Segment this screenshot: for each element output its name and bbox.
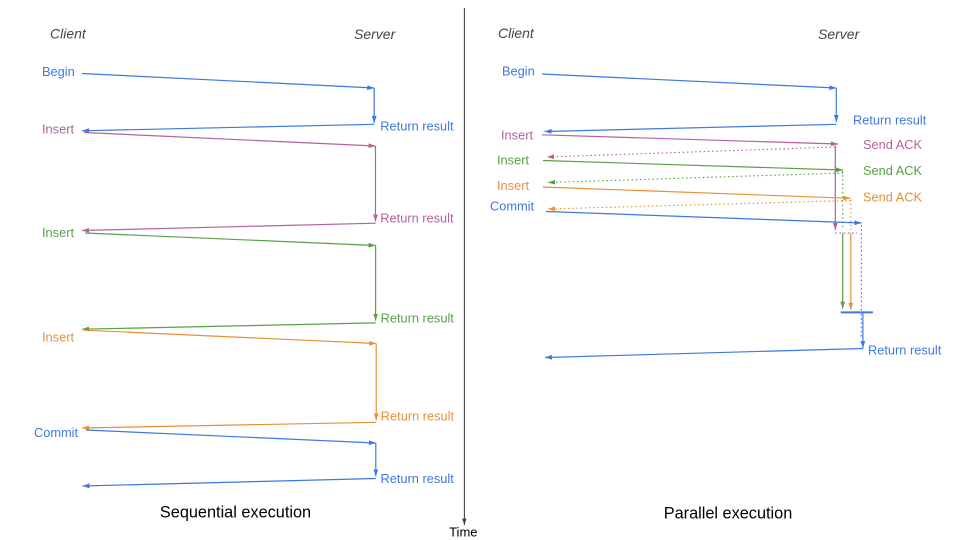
- svg-text:Insert: Insert: [42, 330, 74, 345]
- svg-text:Server: Server: [818, 26, 861, 42]
- svg-text:Time: Time: [449, 525, 477, 540]
- svg-text:Begin: Begin: [42, 64, 75, 79]
- svg-text:Commit: Commit: [34, 425, 79, 440]
- svg-text:Return result: Return result: [380, 119, 454, 134]
- svg-text:Return result: Return result: [380, 211, 454, 226]
- svg-text:Client: Client: [498, 25, 535, 41]
- svg-text:Commit: Commit: [490, 199, 535, 214]
- svg-text:Insert: Insert: [497, 153, 529, 168]
- svg-text:Send ACK: Send ACK: [863, 163, 923, 178]
- svg-text:Insert: Insert: [501, 128, 533, 143]
- svg-text:Server: Server: [354, 26, 397, 42]
- svg-text:Parallel execution: Parallel execution: [664, 505, 793, 523]
- svg-text:Insert: Insert: [42, 122, 74, 137]
- svg-text:Insert: Insert: [497, 178, 529, 193]
- svg-text:Return result: Return result: [868, 343, 942, 358]
- svg-text:Return result: Return result: [381, 409, 455, 424]
- svg-text:Send ACK: Send ACK: [863, 137, 923, 152]
- svg-text:Send ACK: Send ACK: [863, 189, 923, 204]
- svg-text:Insert: Insert: [42, 225, 74, 240]
- svg-text:Begin: Begin: [502, 64, 535, 79]
- svg-text:Sequential execution: Sequential execution: [160, 504, 311, 522]
- svg-text:Return result: Return result: [853, 112, 927, 127]
- svg-text:Return result: Return result: [381, 310, 455, 325]
- svg-text:Client: Client: [50, 26, 87, 42]
- svg-text:Return result: Return result: [381, 471, 455, 486]
